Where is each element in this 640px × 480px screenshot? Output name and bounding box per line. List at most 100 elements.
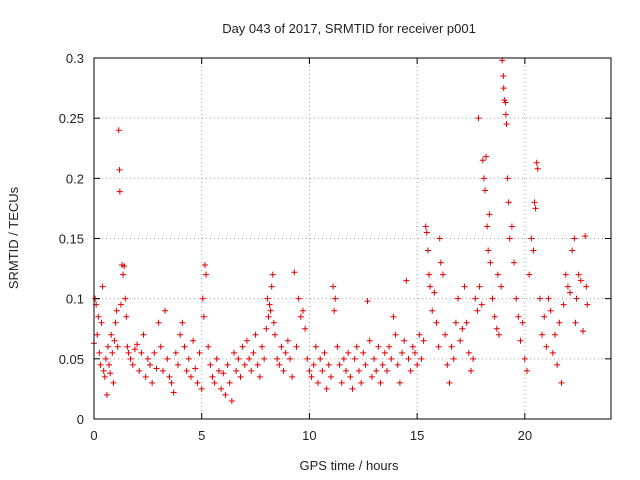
data-point: [110, 379, 117, 386]
data-point: [407, 367, 414, 374]
data-point: [332, 295, 339, 302]
data-point: [239, 343, 246, 350]
data-point: [366, 337, 373, 344]
data-point: [99, 283, 106, 290]
data-point: [405, 355, 412, 362]
data-point: [203, 271, 210, 278]
data-point: [331, 307, 338, 314]
data-point: [147, 361, 154, 368]
x-tick-label: 15: [410, 428, 424, 443]
data-point: [504, 175, 511, 182]
data-point: [446, 379, 453, 386]
data-point: [95, 313, 102, 320]
data-point: [302, 325, 309, 332]
data-point: [282, 349, 289, 356]
data-point: [465, 349, 472, 356]
data-point: [140, 331, 147, 338]
data-point: [278, 343, 285, 350]
data-point: [358, 379, 365, 386]
data-point: [162, 307, 169, 314]
x-tick-label: 20: [518, 428, 532, 443]
data-point: [539, 331, 546, 338]
data-point: [556, 319, 563, 326]
data-point: [114, 343, 121, 350]
data-point: [172, 349, 179, 356]
data-point: [97, 361, 104, 368]
data-point: [276, 361, 283, 368]
data-point: [113, 307, 120, 314]
data-point: [138, 349, 145, 356]
data-point: [420, 337, 427, 344]
data-point: [200, 313, 207, 320]
data-point: [267, 307, 274, 314]
data-point: [403, 277, 410, 284]
data-point: [572, 319, 579, 326]
data-point: [345, 349, 352, 356]
data-point: [179, 319, 186, 326]
data-point: [127, 355, 134, 362]
data-point: [355, 367, 362, 374]
data-point: [338, 379, 345, 386]
data-point: [505, 199, 512, 206]
data-point: [170, 389, 177, 396]
data-point: [142, 373, 149, 380]
data-point: [226, 379, 233, 386]
data-point: [190, 337, 197, 344]
data-point: [533, 159, 540, 166]
data-point: [304, 355, 311, 362]
y-tick-label: 0.2: [66, 171, 84, 186]
data-point: [330, 283, 337, 290]
data-point: [530, 247, 537, 254]
data-point: [263, 325, 270, 332]
data-point: [201, 261, 208, 268]
data-point: [478, 301, 485, 308]
data-point: [181, 343, 188, 350]
data-point: [474, 307, 481, 314]
data-point: [259, 343, 266, 350]
data-point: [134, 341, 141, 348]
data-point: [528, 235, 535, 242]
data-point: [222, 391, 229, 398]
axis-ticks: [93, 57, 611, 420]
data-point: [479, 157, 486, 164]
data-point: [243, 337, 250, 344]
data-point: [256, 373, 263, 380]
data-point: [495, 331, 502, 338]
data-point: [500, 85, 507, 92]
data-point: [487, 259, 494, 266]
data-point: [325, 361, 332, 368]
data-point: [416, 331, 423, 338]
data-point: [470, 355, 477, 362]
data-point: [218, 385, 225, 392]
data-point: [177, 331, 184, 338]
data-point: [265, 313, 272, 320]
data-point: [386, 343, 393, 350]
data-point: [112, 319, 119, 326]
data-point: [340, 355, 347, 362]
data-point: [102, 355, 109, 362]
data-point: [392, 331, 399, 338]
data-point: [379, 361, 386, 368]
data-point: [368, 373, 375, 380]
data-point: [511, 259, 518, 266]
data-point: [491, 313, 498, 320]
data-point: [545, 295, 552, 302]
data-point: [396, 379, 403, 386]
data-point: [228, 397, 235, 404]
y-tick-label: 0.1: [66, 292, 84, 307]
data-point: [362, 361, 369, 368]
data-point: [494, 271, 501, 278]
data-point: [437, 259, 444, 266]
data-point: [131, 346, 138, 353]
data-point: [558, 379, 565, 386]
data-point: [503, 121, 510, 128]
data-point: [381, 349, 388, 356]
data-point: [483, 153, 490, 160]
data-point: [541, 313, 548, 320]
data-point: [233, 367, 240, 374]
data-point: [583, 283, 590, 290]
x-tick-label: 5: [198, 428, 205, 443]
data-point: [185, 355, 192, 362]
data-point: [532, 205, 539, 212]
